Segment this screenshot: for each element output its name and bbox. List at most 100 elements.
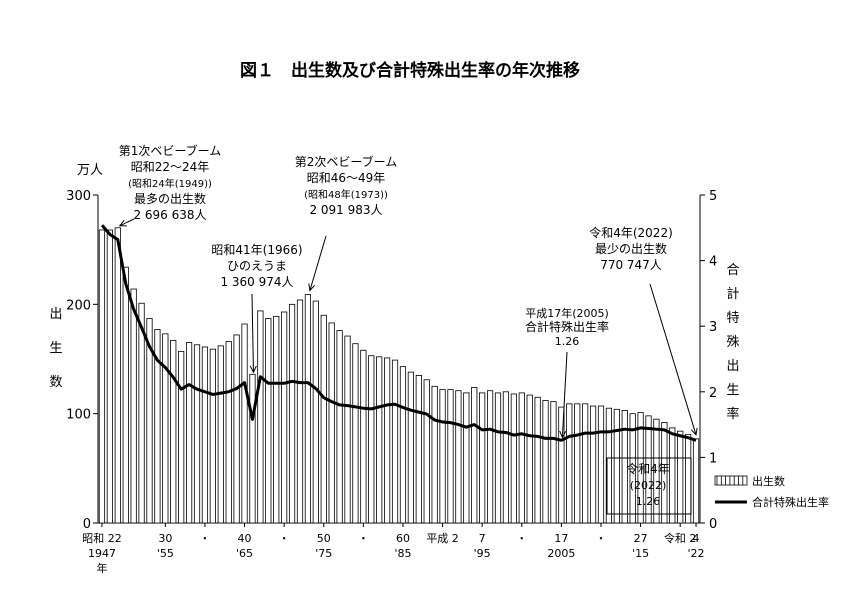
bar-series-births: [98, 227, 700, 524]
arrow-hinoeuma: [251, 293, 254, 373]
bar-2013: [621, 409, 628, 524]
x-tick-year: 1947: [88, 547, 116, 560]
bar-1961: [209, 348, 216, 524]
x-tick-year: '15: [632, 547, 649, 560]
bar-1980: [360, 349, 367, 524]
bar-1967: [257, 310, 264, 524]
annotation-4-line: 770 747人: [600, 258, 662, 272]
y-left-tick-label: 0: [83, 517, 91, 532]
bar-1951: [130, 288, 137, 524]
annotation-6-line: 1.26: [636, 495, 661, 508]
bar-2002: [534, 396, 541, 524]
x-tick-year: '65: [236, 547, 253, 560]
bar-1979: [352, 343, 359, 524]
y-right-tick-label: 2: [709, 386, 717, 401]
bar-1996: [486, 390, 494, 524]
arrow-first-boom: [119, 218, 135, 227]
x-tick-year: 2005: [547, 547, 575, 560]
y-left-tick-label: 200: [66, 298, 91, 313]
bar-1959: [193, 344, 201, 524]
bar-1949: [114, 227, 121, 524]
bar-1993: [463, 392, 470, 524]
y-right-title-char: 生: [726, 383, 739, 398]
bar-1960: [201, 346, 209, 524]
x-tick-label: 50: [317, 532, 331, 545]
arrow-first-boom-head: [118, 220, 127, 227]
arrow-second-boom: [309, 235, 327, 291]
bar-1985: [399, 366, 407, 524]
bar-1972: [296, 299, 304, 524]
bar-2016: [645, 415, 652, 524]
bar-1970: [281, 311, 288, 524]
bar-2001: [526, 394, 533, 524]
bar-1995: [479, 392, 486, 524]
bar-2014: [629, 413, 636, 524]
annotation-5-line: 合計特殊出生率: [525, 319, 609, 334]
bar-1954: [154, 329, 161, 524]
bar-1947: [98, 229, 106, 524]
arrow-second-boom-head: [308, 283, 315, 292]
bar-1998: [502, 391, 510, 524]
bar-1958: [185, 342, 193, 524]
arrow-min-births-head: [690, 427, 698, 436]
x-tick-label: ・: [516, 532, 527, 545]
bar-1948: [106, 229, 113, 524]
x-tick-year: '95: [474, 547, 491, 560]
bar-1955: [162, 333, 169, 524]
bar-1999: [510, 393, 517, 524]
bar-2017: [653, 418, 660, 524]
bar-2018: [661, 422, 668, 524]
y-left-title-char: 数: [49, 375, 62, 390]
bar-1982: [376, 356, 383, 524]
bar-1973: [304, 294, 312, 524]
x-tick-label: 60: [396, 532, 410, 545]
line-series-tfr: [100, 224, 697, 442]
annotation-6-line: 令和4年: [626, 461, 670, 476]
bar-1974: [312, 300, 319, 524]
bar-2012: [613, 408, 620, 524]
x-tick-label: 7: [479, 532, 486, 545]
bar-1992: [455, 390, 462, 524]
x-tick-label: ・: [279, 532, 290, 545]
bar-1950: [122, 266, 129, 524]
bar-1997: [494, 392, 502, 524]
bar-2011: [605, 407, 613, 524]
y-left-title-char: 生: [49, 341, 62, 356]
annotation-2-line: 第2次ベビーブーム: [295, 154, 398, 169]
bar-1981: [368, 355, 375, 524]
annotation-3-line: ひのえうま: [227, 259, 287, 273]
annotation-4-line: 令和4年(2022): [589, 225, 673, 240]
annotation-box: [606, 457, 692, 515]
bar-1977: [336, 330, 343, 524]
annotation-2-line: 昭和46～49年: [307, 171, 386, 185]
arrow-tfr-2005: [561, 351, 568, 438]
x-tick-label: ・: [358, 532, 369, 545]
bar-1989: [431, 385, 438, 524]
bar-1986: [407, 371, 414, 524]
bar-1978: [344, 335, 351, 524]
bar-1966: [249, 373, 256, 524]
annotation-1-line: 昭和22～24年: [131, 160, 210, 174]
y-left-tick-label: 100: [66, 408, 91, 423]
x-tick-label: 昭和 22: [82, 532, 122, 545]
bar-1994: [471, 387, 478, 524]
x-tick-label: 27: [634, 532, 648, 545]
arrow-min-births: [649, 283, 697, 435]
x-tick-year: '22: [688, 547, 705, 560]
x-tick-label: ・: [199, 532, 210, 545]
bar-2020: [677, 430, 684, 524]
annotation-4-line: 最少の出生数: [595, 241, 667, 256]
bar-1971: [288, 303, 296, 524]
x-tick-year: '85: [394, 547, 411, 560]
bar-1968: [265, 318, 272, 524]
bar-1953: [146, 318, 153, 524]
bar-1983: [384, 357, 391, 524]
annotation-5-line: 1.26: [555, 335, 580, 348]
legend-label-births: 出生数: [752, 474, 785, 488]
bar-1964: [233, 334, 240, 524]
bar-1991: [447, 389, 454, 524]
bar-1988: [423, 379, 430, 524]
bar-1962: [217, 345, 224, 524]
bar-2022: [692, 438, 700, 524]
